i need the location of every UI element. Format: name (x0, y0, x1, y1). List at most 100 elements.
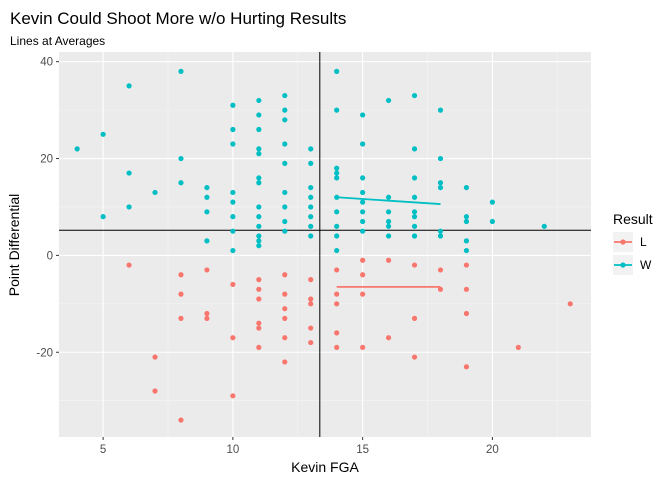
point-l (308, 325, 314, 331)
point-w (541, 223, 547, 229)
point-w (308, 184, 314, 191)
y-tick-label: -20 (36, 347, 53, 359)
point-w (463, 184, 470, 191)
point-w (282, 92, 288, 99)
legend-label-w: W (640, 258, 652, 272)
point-w (178, 180, 184, 186)
point-w (437, 107, 444, 113)
point-l (334, 291, 340, 297)
point-w (282, 189, 288, 196)
point-l (385, 257, 392, 263)
point-l (178, 315, 184, 321)
point-l (437, 286, 444, 292)
point-w (489, 218, 495, 225)
point-l (256, 277, 262, 283)
point-w (411, 92, 418, 99)
y-axis-ticks: -20 0 20 40 (36, 57, 59, 359)
point-w (126, 83, 132, 89)
point-l (463, 286, 470, 292)
point-l (334, 330, 340, 336)
plot-panel (59, 52, 591, 437)
point-w (411, 194, 418, 200)
point-l (463, 262, 470, 268)
point-w (411, 233, 418, 239)
x-tick-label: 15 (356, 444, 369, 456)
point-w (256, 238, 262, 244)
point-w (334, 170, 340, 176)
point-w (178, 68, 184, 74)
point-w (308, 204, 314, 210)
point-l (334, 301, 340, 307)
point-w (256, 233, 262, 239)
point-w (204, 209, 210, 215)
point-w (334, 68, 340, 74)
point-w (204, 238, 210, 244)
point-l (567, 301, 573, 307)
point-l (360, 272, 366, 278)
point-w (256, 112, 262, 118)
point-l (515, 344, 521, 351)
point-w (334, 107, 340, 113)
point-w (360, 189, 366, 196)
point-w (204, 184, 210, 191)
point-l (204, 315, 210, 321)
point-w (308, 146, 314, 152)
point-l (256, 320, 262, 326)
point-w (282, 160, 288, 166)
point-l (282, 335, 288, 341)
point-w (230, 141, 236, 147)
point-w (411, 175, 418, 181)
point-w (360, 112, 366, 118)
point-w (282, 204, 288, 210)
point-l (411, 354, 418, 360)
point-l (360, 344, 366, 351)
point-w (256, 126, 262, 133)
point-w (152, 189, 158, 196)
point-w (437, 184, 444, 191)
point-l (463, 310, 470, 317)
point-w (385, 194, 392, 200)
average-lines (336, 196, 441, 288)
point-l (152, 354, 158, 360)
point-w (100, 131, 106, 137)
point-l (385, 335, 392, 341)
point-w (230, 102, 236, 108)
point-l (411, 262, 418, 268)
point-l (360, 291, 366, 297)
point-l (411, 315, 418, 321)
point-l (256, 296, 262, 302)
point-l (308, 277, 314, 283)
point-w (334, 247, 340, 254)
point-w (334, 175, 340, 181)
point-w (256, 146, 262, 152)
point-l (126, 262, 132, 268)
point-w (256, 97, 262, 104)
point-w (308, 214, 314, 220)
point-w (437, 155, 444, 162)
point-w (334, 165, 340, 171)
point-w (308, 194, 314, 200)
point-w (360, 218, 366, 225)
point-w (463, 238, 470, 244)
point-l (308, 339, 314, 346)
point-w (308, 160, 314, 166)
legend-label-l: L (640, 235, 647, 249)
point-l (204, 267, 210, 273)
point-w (334, 223, 340, 229)
point-w (282, 107, 288, 113)
point-l (230, 281, 236, 288)
point-w (411, 209, 418, 215)
point-l (360, 257, 366, 263)
point-w (256, 175, 262, 181)
point-l (282, 291, 288, 297)
legend-key-point (620, 262, 626, 268)
point-w (437, 233, 444, 239)
point-w (360, 228, 366, 234)
point-w (204, 194, 210, 200)
avg-line-w (336, 196, 441, 205)
point-w (385, 218, 392, 225)
point-w (360, 175, 366, 181)
point-w (282, 141, 288, 147)
point-w (385, 97, 392, 104)
y-tick-label: 20 (40, 154, 53, 166)
